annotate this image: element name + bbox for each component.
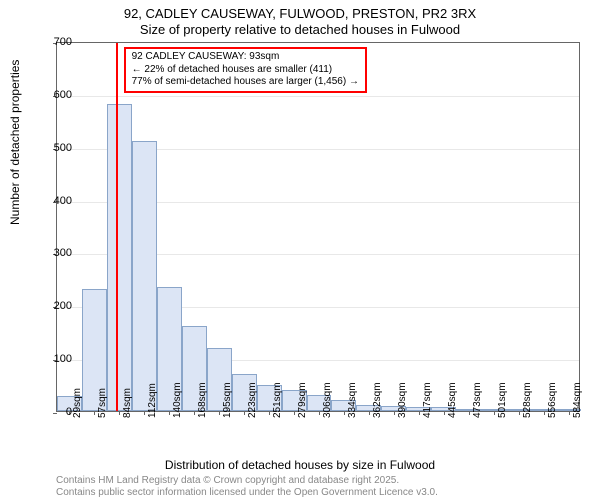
xtick-label: 445sqm xyxy=(447,382,458,418)
chart-title-line1: 92, CADLEY CAUSEWAY, FULWOOD, PRESTON, P… xyxy=(0,6,600,21)
annotation-line: ← 22% of detached houses are smaller (41… xyxy=(132,64,359,77)
xtick-mark xyxy=(269,411,270,415)
ytick-label: 200 xyxy=(54,300,72,312)
xtick-mark xyxy=(194,411,195,415)
xtick-label: 306sqm xyxy=(322,382,333,418)
xtick-mark xyxy=(444,411,445,415)
xtick-mark xyxy=(344,411,345,415)
xtick-label: 362sqm xyxy=(372,382,383,418)
ytick-label: 500 xyxy=(54,142,72,154)
xtick-label: 57sqm xyxy=(97,388,108,418)
xtick-label: 528sqm xyxy=(522,382,533,418)
x-axis-label: Distribution of detached houses by size … xyxy=(0,458,600,472)
xtick-mark xyxy=(244,411,245,415)
xtick-label: 473sqm xyxy=(472,382,483,418)
xtick-label: 390sqm xyxy=(397,382,408,418)
xtick-mark xyxy=(319,411,320,415)
xtick-label: 279sqm xyxy=(297,382,308,418)
annotation-line: 92 CADLEY CAUSEWAY: 93sqm xyxy=(132,51,359,64)
histogram-bar xyxy=(132,141,157,411)
xtick-mark xyxy=(494,411,495,415)
annotation-line: 77% of semi-detached houses are larger (… xyxy=(132,76,359,89)
ytick-label: 600 xyxy=(54,89,72,101)
ytick-label: 100 xyxy=(54,353,72,365)
xtick-label: 84sqm xyxy=(122,388,133,418)
xtick-mark xyxy=(519,411,520,415)
xtick-mark xyxy=(169,411,170,415)
xtick-mark xyxy=(219,411,220,415)
annotation-box: 92 CADLEY CAUSEWAY: 93sqm← 22% of detach… xyxy=(124,47,367,93)
xtick-label: 112sqm xyxy=(147,383,158,418)
xtick-label: 29sqm xyxy=(72,388,83,418)
xtick-mark xyxy=(94,411,95,415)
ytick-label: 700 xyxy=(54,36,72,48)
footer-attribution-2: Contains public sector information licen… xyxy=(56,487,438,498)
xtick-mark xyxy=(569,411,570,415)
xtick-mark xyxy=(369,411,370,415)
y-axis-label: Number of detached properties xyxy=(8,60,22,225)
xtick-label: 168sqm xyxy=(197,382,208,418)
xtick-mark xyxy=(469,411,470,415)
xtick-label: 140sqm xyxy=(172,382,183,418)
chart-plot-area: 92 CADLEY CAUSEWAY: 93sqm← 22% of detach… xyxy=(56,42,580,412)
xtick-mark xyxy=(294,411,295,415)
xtick-mark xyxy=(394,411,395,415)
footer-attribution-1: Contains HM Land Registry data © Crown c… xyxy=(56,475,399,486)
xtick-label: 195sqm xyxy=(222,382,233,418)
xtick-mark xyxy=(144,411,145,415)
xtick-label: 334sqm xyxy=(347,382,358,418)
xtick-mark xyxy=(119,411,120,415)
ytick-mark xyxy=(53,413,57,414)
xtick-label: 584sqm xyxy=(572,382,583,418)
chart-title-line2: Size of property relative to detached ho… xyxy=(0,22,600,37)
xtick-label: 501sqm xyxy=(497,382,508,418)
xtick-label: 223sqm xyxy=(247,382,258,418)
reference-vline xyxy=(116,43,118,411)
grid-line xyxy=(57,96,579,97)
histogram-bar xyxy=(107,104,132,411)
xtick-label: 417sqm xyxy=(422,382,433,418)
xtick-mark xyxy=(419,411,420,415)
xtick-mark xyxy=(544,411,545,415)
ytick-label: 400 xyxy=(54,195,72,207)
ytick-label: 300 xyxy=(54,247,72,259)
xtick-label: 251sqm xyxy=(272,382,283,418)
xtick-label: 556sqm xyxy=(547,382,558,418)
